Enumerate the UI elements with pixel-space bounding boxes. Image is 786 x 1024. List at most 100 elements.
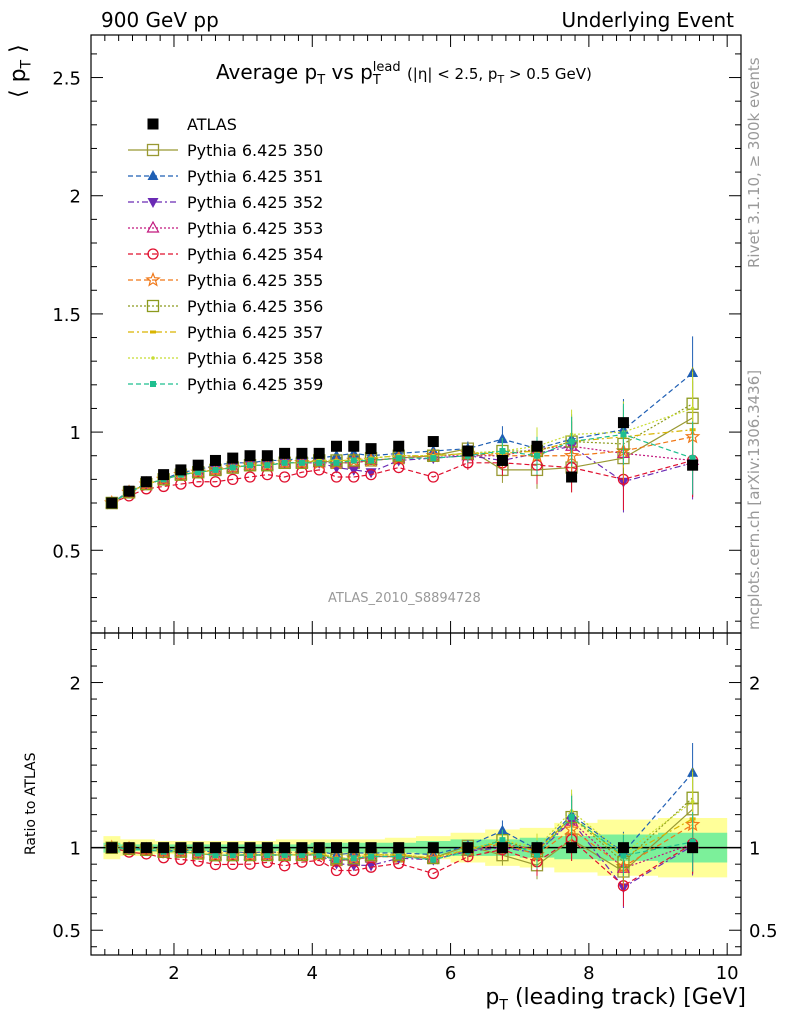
legend-marker — [150, 381, 156, 387]
series-10-point — [281, 459, 288, 466]
y-tick-label: 1 — [70, 423, 81, 444]
series-0-point — [140, 476, 152, 488]
ratio-y-tick-label: 1 — [70, 839, 81, 860]
series-5-point — [175, 478, 187, 490]
series-0-ratio-point — [261, 842, 273, 854]
series-0-ratio-point — [566, 842, 578, 854]
series-0-point — [279, 447, 291, 459]
series-0-ratio-point — [279, 842, 291, 854]
series-0-ratio-point — [427, 842, 439, 854]
series-0-ratio-point — [687, 842, 699, 854]
ratio-y-tick-label: 0.5 — [52, 921, 81, 942]
legend-label: Pythia 6.425 359 — [187, 375, 323, 394]
legend-label: Pythia 6.425 357 — [187, 323, 323, 342]
series-0-ratio-point — [365, 842, 377, 854]
legend-marker — [146, 220, 160, 233]
ratio-y-tick-label-right: 0.5 — [749, 921, 778, 942]
series-5-point — [365, 468, 377, 481]
legend-marker — [147, 170, 159, 180]
series-9-ratio-line — [111, 801, 693, 859]
series-0-ratio-point — [393, 842, 405, 854]
x-axis-label: pT (leading track) [GeV] — [485, 985, 746, 1014]
series-0-point — [313, 447, 325, 459]
series-5-ratio-point — [227, 858, 239, 871]
series-0-ratio-point — [244, 842, 256, 854]
series-5-ratio-point — [209, 858, 222, 871]
mcplots-source-label: mcplots.cern.ch [arXiv:1306.3436] — [745, 369, 763, 630]
series-0-point — [261, 450, 273, 462]
y-tick-label: 2 — [70, 187, 81, 208]
x-tick-label: 6 — [445, 963, 456, 984]
series-10-ratio-point — [316, 851, 323, 858]
x-tick-label: 4 — [307, 963, 318, 984]
series-0-ratio-point — [106, 842, 118, 854]
legend-marker — [147, 248, 159, 260]
series-9-point — [690, 406, 695, 411]
legend-marker — [151, 356, 155, 360]
series-5-point — [261, 468, 273, 481]
series-0-point — [244, 450, 256, 462]
series-5-point — [209, 476, 222, 488]
series-10-ratio-point — [395, 853, 402, 860]
series-0-ratio-point — [296, 842, 308, 854]
series-0-ratio-point — [123, 842, 135, 854]
series-10-point — [212, 466, 219, 473]
x-tick-label: 10 — [716, 963, 739, 984]
series-5-ratio-point — [244, 858, 256, 870]
series-0-point — [687, 459, 699, 471]
series-10-point — [395, 455, 402, 462]
series-10-point — [247, 462, 254, 469]
series-0-ratio-point — [462, 842, 474, 854]
series-10-point — [229, 464, 236, 471]
header-left: 900 GeV pp — [101, 8, 219, 32]
series-0-point — [158, 469, 170, 481]
series-10-point — [195, 469, 202, 476]
series-10-ratio-point — [195, 850, 202, 857]
series-0-point — [209, 454, 221, 466]
series-5-ratio-point — [365, 861, 377, 873]
series-10-point — [264, 462, 271, 469]
series-0-point — [393, 440, 405, 452]
series-0-ratio-point — [496, 842, 508, 854]
series-0-point — [365, 443, 377, 455]
series-10-ratio-point — [430, 856, 437, 863]
legend-label: Pythia 6.425 354 — [187, 245, 323, 264]
series-5-point — [427, 471, 439, 483]
ratio-y-tick-label-right: 1 — [749, 839, 760, 860]
legend-marker — [146, 143, 160, 157]
y-axis-label-top: ⟨ pT ⟩ — [6, 44, 35, 98]
header-right: Underlying Event — [561, 8, 734, 32]
series-5-point — [278, 471, 291, 483]
series-0-point — [123, 485, 135, 497]
series-5-point — [348, 471, 360, 483]
series-5-ratio-point — [427, 867, 439, 880]
legend-label: Pythia 6.425 350 — [187, 141, 323, 160]
series-0-point — [427, 436, 439, 448]
series-0-point — [175, 464, 187, 476]
series-0-point — [531, 440, 543, 452]
y-tick-label: 2.5 — [52, 69, 81, 90]
series-10-ratio-point — [298, 851, 305, 858]
series-0-ratio-point — [209, 842, 221, 854]
series-5-ratio-point — [278, 860, 291, 872]
analysis-watermark: ATLAS_2010_S8894728 — [328, 591, 481, 606]
series-0-point — [462, 445, 474, 457]
series-10-point — [499, 448, 506, 454]
series-5-point — [227, 473, 239, 486]
x-tick-label: 2 — [168, 963, 179, 984]
series-10-point — [568, 438, 575, 445]
series-0-ratio-point — [531, 842, 543, 854]
series-10-point — [350, 457, 357, 464]
legend-marker — [147, 118, 159, 130]
series-10-ratio-point — [247, 852, 254, 859]
series-0-ratio-point — [617, 842, 629, 854]
series-10-ratio-point — [368, 853, 375, 860]
series-0-ratio-point — [175, 842, 187, 854]
legend-marker — [150, 330, 156, 334]
series-10-ratio-point — [264, 852, 271, 859]
y-tick-label: 1.5 — [52, 305, 81, 326]
legend-label: Pythia 6.425 355 — [187, 271, 323, 290]
y-tick-label: 0.5 — [52, 541, 81, 562]
series-5-point — [244, 471, 256, 483]
series-10-point — [430, 455, 437, 462]
